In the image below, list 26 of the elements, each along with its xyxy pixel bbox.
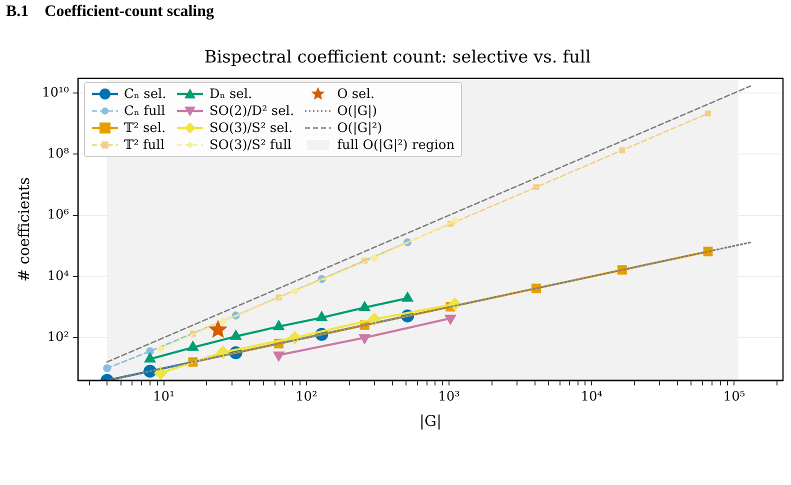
legend-label: O(|G|) bbox=[337, 104, 378, 119]
x-tick-label: 10⁵ bbox=[723, 390, 746, 405]
x-tick-label: 10⁴ bbox=[580, 390, 602, 405]
legend-label: Dₙ sel. bbox=[209, 86, 252, 102]
legend-label: O sel. bbox=[337, 86, 375, 102]
legend-label: Cₙ full bbox=[124, 104, 166, 119]
band-label: full O(|G|²) region bbox=[337, 138, 455, 153]
legend-label: 𝕋² full bbox=[124, 138, 164, 153]
x-tick-label: 10³ bbox=[438, 390, 460, 405]
y-tick-label: 10⁶ bbox=[47, 208, 69, 223]
legend-label: SO(2)/D² sel. bbox=[209, 104, 294, 119]
y-axis-title: # coefficients bbox=[14, 177, 33, 282]
legend-label: 𝕋² sel. bbox=[124, 120, 166, 136]
x-axis-title: |G| bbox=[419, 412, 442, 430]
y-tick-label: 10² bbox=[47, 330, 69, 346]
legend-label: Cₙ sel. bbox=[124, 86, 166, 102]
legend-label: SO(3)/S² sel. bbox=[209, 120, 293, 136]
chart-title: Bispectral coefficient count: selective vs. full bbox=[204, 48, 591, 68]
legend-label: O(|G|²) bbox=[337, 120, 382, 136]
text: B.1 Coefficient-count scaling bbox=[6, 3, 214, 21]
y-tick-label: 10¹⁰ bbox=[42, 85, 69, 100]
x-tick-label: 10¹ bbox=[152, 390, 175, 405]
y-tick-label: 10⁴ bbox=[47, 268, 69, 284]
x-tick-label: 10² bbox=[296, 390, 318, 405]
y-tick-label: 10⁸ bbox=[47, 146, 69, 162]
legend-label: SO(3)/S² full bbox=[209, 138, 292, 153]
